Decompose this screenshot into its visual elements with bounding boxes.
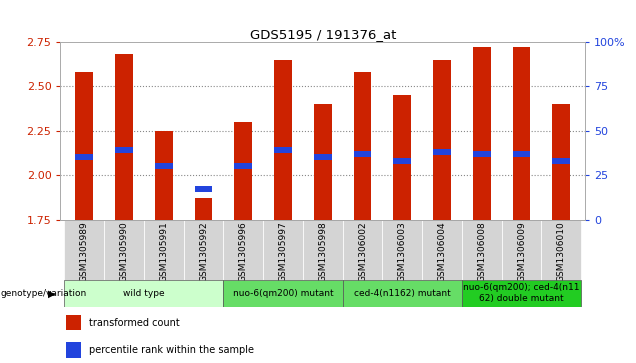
Bar [314, 104, 332, 220]
Bar [552, 158, 570, 164]
Bar [422, 220, 462, 280]
Bar [64, 280, 223, 307]
Text: GSM1305989: GSM1305989 [80, 221, 89, 282]
Bar [433, 60, 451, 220]
Bar [115, 54, 133, 220]
Bar [552, 104, 570, 220]
Text: nuo-6(qm200) mutant: nuo-6(qm200) mutant [233, 289, 333, 298]
Bar [303, 220, 343, 280]
Title: GDS5195 / 191376_at: GDS5195 / 191376_at [249, 28, 396, 41]
Bar [541, 220, 581, 280]
Bar [354, 72, 371, 220]
Bar [75, 72, 93, 220]
Bar [104, 220, 144, 280]
Bar [195, 186, 212, 192]
Text: GSM1305998: GSM1305998 [318, 221, 328, 282]
Bar [473, 47, 491, 220]
Text: GSM1305992: GSM1305992 [199, 221, 208, 282]
Bar [274, 147, 292, 153]
Bar [343, 280, 462, 307]
Text: transformed count: transformed count [89, 318, 180, 328]
Bar [155, 131, 173, 220]
Bar [223, 220, 263, 280]
Bar [513, 151, 530, 157]
Bar [223, 280, 343, 307]
Text: GSM1306009: GSM1306009 [517, 221, 526, 282]
Bar [66, 315, 81, 330]
Bar [473, 151, 491, 157]
Text: nuo-6(qm200); ced-4(n11
62) double mutant: nuo-6(qm200); ced-4(n11 62) double mutan… [463, 284, 580, 303]
Bar [155, 163, 173, 170]
Bar [343, 220, 382, 280]
Bar [314, 154, 332, 160]
Bar [393, 158, 411, 164]
Bar [234, 122, 252, 220]
Bar [462, 220, 502, 280]
Text: GSM1306002: GSM1306002 [358, 221, 367, 282]
Text: percentile rank within the sample: percentile rank within the sample [89, 345, 254, 355]
Bar [433, 149, 451, 155]
Bar [354, 151, 371, 157]
Bar [115, 147, 133, 153]
Text: ▶: ▶ [48, 288, 56, 298]
Bar [64, 220, 104, 280]
Text: GSM1305997: GSM1305997 [279, 221, 287, 282]
Text: genotype/variation: genotype/variation [1, 289, 87, 298]
Bar [462, 280, 581, 307]
Bar [75, 154, 93, 160]
Text: GSM1305996: GSM1305996 [238, 221, 248, 282]
Bar [263, 220, 303, 280]
Bar [144, 220, 184, 280]
Bar [195, 198, 212, 220]
Text: wild type: wild type [123, 289, 165, 298]
Bar [513, 47, 530, 220]
Bar [184, 220, 223, 280]
Bar [66, 342, 81, 358]
Text: GSM1306010: GSM1306010 [556, 221, 566, 282]
Text: GSM1306004: GSM1306004 [438, 221, 446, 282]
Text: GSM1305991: GSM1305991 [159, 221, 169, 282]
Text: ced-4(n1162) mutant: ced-4(n1162) mutant [354, 289, 451, 298]
Text: GSM1306008: GSM1306008 [477, 221, 487, 282]
Bar [502, 220, 541, 280]
Bar [234, 163, 252, 170]
Text: GSM1305990: GSM1305990 [120, 221, 128, 282]
Bar [382, 220, 422, 280]
Text: GSM1306003: GSM1306003 [398, 221, 407, 282]
Bar [393, 95, 411, 220]
Bar [274, 60, 292, 220]
